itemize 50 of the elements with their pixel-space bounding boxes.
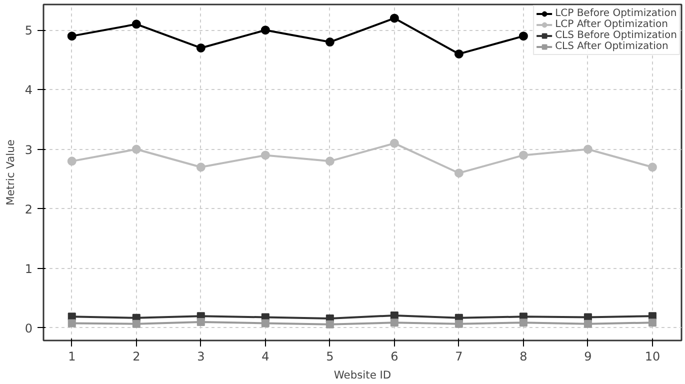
x-tick-label: 9 bbox=[584, 350, 592, 364]
point bbox=[325, 38, 334, 47]
y-tick-label: 5 bbox=[24, 24, 33, 38]
x-tick-label: 4 bbox=[262, 350, 270, 364]
point bbox=[390, 14, 399, 23]
y-tick-label: 4 bbox=[24, 83, 33, 98]
x-tick-label: 8 bbox=[520, 350, 528, 364]
point bbox=[390, 318, 398, 327]
point bbox=[454, 168, 464, 178]
y-tick-label: 0 bbox=[24, 321, 33, 336]
x-tick-label: 6 bbox=[390, 350, 398, 364]
point bbox=[518, 150, 528, 160]
point bbox=[68, 319, 76, 328]
point bbox=[132, 320, 140, 328]
point bbox=[260, 150, 270, 160]
x-tick-label: 10 bbox=[644, 350, 660, 364]
point bbox=[584, 320, 592, 328]
x-axis-title: Website ID bbox=[334, 368, 392, 382]
x-tick-label: 1 bbox=[68, 350, 76, 364]
legend-label: CLS Before Optimization bbox=[555, 30, 677, 41]
x-tick-label: 7 bbox=[455, 350, 463, 364]
point bbox=[583, 144, 592, 154]
point bbox=[196, 318, 205, 326]
point bbox=[325, 156, 334, 166]
x-tick-label: 5 bbox=[326, 350, 334, 364]
point bbox=[454, 320, 463, 328]
point bbox=[390, 138, 399, 148]
legend-label: LCP After Optimization bbox=[555, 19, 668, 30]
y-tick-label: 1 bbox=[24, 262, 33, 276]
point bbox=[132, 20, 141, 29]
point bbox=[260, 26, 270, 35]
point bbox=[196, 162, 206, 172]
point bbox=[196, 43, 206, 52]
y-tick-label: 3 bbox=[24, 142, 33, 157]
legend-label: CLS After Optimization bbox=[555, 41, 668, 52]
point bbox=[454, 49, 464, 58]
x-tick-label: 2 bbox=[132, 350, 140, 364]
point bbox=[132, 144, 141, 154]
point bbox=[326, 320, 334, 328]
y-tick-label: 2 bbox=[24, 202, 33, 216]
x-tick-label: 3 bbox=[197, 350, 205, 364]
point bbox=[519, 318, 528, 327]
y-axis-title: Metric Value bbox=[4, 140, 17, 206]
point bbox=[67, 32, 76, 41]
point bbox=[67, 156, 76, 166]
point bbox=[518, 32, 528, 41]
point bbox=[261, 319, 270, 328]
legend-label: LCP Before Optimization bbox=[555, 8, 677, 19]
point bbox=[648, 318, 656, 327]
point bbox=[648, 162, 657, 172]
